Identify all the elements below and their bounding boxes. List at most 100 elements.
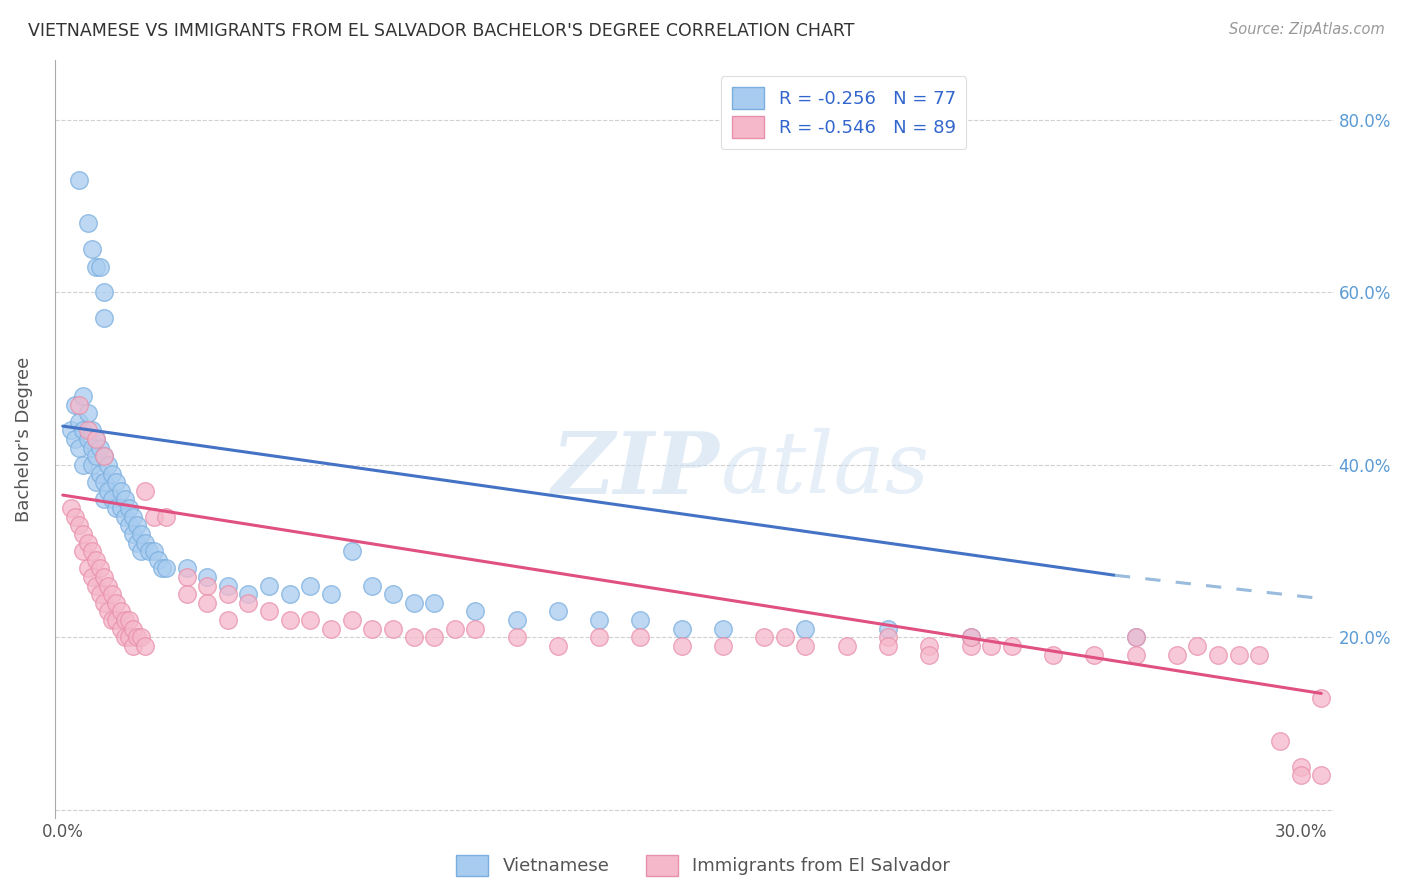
Point	[630, 613, 652, 627]
Point	[278, 613, 301, 627]
Point	[125, 518, 148, 533]
Point	[76, 561, 98, 575]
Point	[125, 535, 148, 549]
Point	[754, 631, 776, 645]
Point	[1249, 648, 1271, 662]
Point	[114, 492, 136, 507]
Point	[67, 173, 90, 187]
Point	[105, 596, 128, 610]
Point	[76, 406, 98, 420]
Point	[101, 587, 124, 601]
Point	[80, 458, 103, 472]
Point	[97, 579, 120, 593]
Point	[1206, 648, 1229, 662]
Point	[505, 631, 527, 645]
Point	[93, 311, 115, 326]
Point	[84, 260, 107, 274]
Point	[67, 441, 90, 455]
Point	[1187, 639, 1209, 653]
Point	[76, 424, 98, 438]
Point	[464, 622, 486, 636]
Point	[918, 648, 941, 662]
Point	[1166, 648, 1188, 662]
Point	[84, 432, 107, 446]
Point	[176, 570, 198, 584]
Point	[155, 561, 177, 575]
Text: VIETNAMESE VS IMMIGRANTS FROM EL SALVADOR BACHELOR'S DEGREE CORRELATION CHART: VIETNAMESE VS IMMIGRANTS FROM EL SALVADO…	[28, 22, 855, 40]
Point	[89, 260, 111, 274]
Point	[76, 535, 98, 549]
Point	[340, 613, 363, 627]
Point	[1310, 768, 1333, 782]
Point	[110, 605, 132, 619]
Point	[63, 398, 86, 412]
Point	[118, 518, 141, 533]
Point	[299, 579, 322, 593]
Point	[959, 639, 981, 653]
Point	[101, 613, 124, 627]
Point	[93, 285, 115, 300]
Point	[93, 475, 115, 490]
Point	[93, 596, 115, 610]
Point	[72, 389, 94, 403]
Point	[72, 527, 94, 541]
Point	[60, 424, 83, 438]
Point	[238, 587, 260, 601]
Text: ZIP: ZIP	[551, 427, 720, 511]
Point	[1083, 648, 1105, 662]
Point	[129, 544, 152, 558]
Point	[1125, 631, 1147, 645]
Point	[93, 492, 115, 507]
Point	[1310, 690, 1333, 705]
Point	[114, 631, 136, 645]
Y-axis label: Bachelor's Degree: Bachelor's Degree	[15, 357, 32, 522]
Point	[138, 544, 160, 558]
Point	[93, 450, 115, 464]
Point	[1227, 648, 1250, 662]
Point	[176, 561, 198, 575]
Point	[93, 450, 115, 464]
Point	[84, 475, 107, 490]
Point	[118, 613, 141, 627]
Point	[402, 596, 425, 610]
Point	[1289, 760, 1312, 774]
Point	[89, 441, 111, 455]
Point	[97, 483, 120, 498]
Text: Source: ZipAtlas.com: Source: ZipAtlas.com	[1229, 22, 1385, 37]
Point	[1268, 734, 1291, 748]
Point	[980, 639, 1002, 653]
Point	[80, 441, 103, 455]
Point	[84, 579, 107, 593]
Point	[443, 622, 465, 636]
Point	[72, 458, 94, 472]
Point	[195, 596, 218, 610]
Point	[105, 613, 128, 627]
Point	[80, 243, 103, 257]
Point	[155, 509, 177, 524]
Point	[773, 631, 796, 645]
Point	[588, 613, 610, 627]
Point	[319, 622, 342, 636]
Point	[257, 605, 280, 619]
Point	[110, 501, 132, 516]
Point	[118, 631, 141, 645]
Point	[122, 639, 145, 653]
Point	[361, 622, 384, 636]
Point	[89, 587, 111, 601]
Point	[505, 613, 527, 627]
Point	[877, 631, 900, 645]
Point	[129, 631, 152, 645]
Point	[146, 553, 169, 567]
Point	[63, 509, 86, 524]
Point	[1125, 631, 1147, 645]
Point	[114, 509, 136, 524]
Point	[80, 570, 103, 584]
Point	[142, 544, 165, 558]
Point	[129, 527, 152, 541]
Text: atlas: atlas	[720, 428, 929, 511]
Point	[319, 587, 342, 601]
Point	[877, 639, 900, 653]
Point	[257, 579, 280, 593]
Point	[217, 579, 239, 593]
Point	[671, 622, 693, 636]
